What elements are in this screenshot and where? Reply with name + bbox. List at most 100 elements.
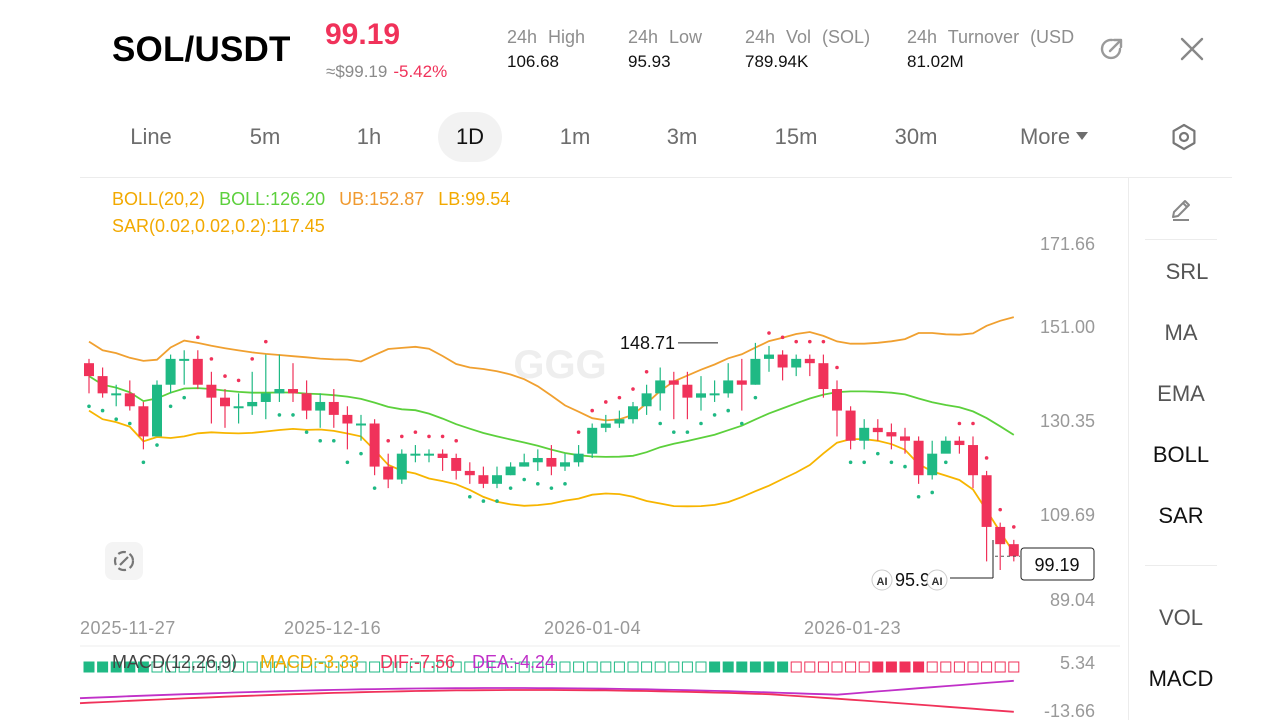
macd-histogram-bar [287, 661, 299, 673]
sar-dot [644, 370, 649, 374]
candle-body [859, 427, 870, 441]
candle-body [111, 393, 122, 396]
drawing-tool-button[interactable] [1129, 196, 1233, 230]
indicator-boll[interactable]: BOLL [1152, 442, 1210, 467]
sar-dot [590, 408, 594, 413]
indicator-srl[interactable]: SRL [1165, 259, 1209, 284]
boll-mid-line [88, 375, 1015, 458]
candle-body [342, 414, 353, 424]
sar-dot [264, 339, 268, 344]
candle-body [383, 466, 394, 480]
settings-icon[interactable] [1169, 122, 1199, 152]
stat-value: 81.02M [907, 52, 964, 71]
candle-body [696, 393, 706, 398]
fiat-price: ≈$99.19 [326, 62, 388, 81]
boll-lb-value: LB:99.54 [438, 189, 511, 209]
tab-line[interactable]: Line [130, 124, 172, 149]
ai-badge-label: AI [877, 576, 888, 588]
sar-dot [984, 456, 989, 460]
macd-histogram-bar [940, 661, 952, 673]
last-price: 99.19 [325, 18, 401, 51]
macd-histogram-bar [437, 661, 449, 673]
candle-body [981, 475, 992, 527]
macd-histogram-bar [205, 661, 217, 673]
macd-dea-line [79, 679, 1014, 700]
tab-1m[interactable]: 1m [559, 124, 591, 149]
sar-dot [508, 486, 513, 490]
candle-body [138, 406, 149, 437]
sar-dot [699, 421, 703, 426]
indicator-ma[interactable]: MA [1164, 320, 1198, 345]
sar-dot [848, 460, 853, 465]
candle-body [764, 354, 774, 359]
tab-5m[interactable]: 5m [249, 124, 281, 149]
candle-body [124, 393, 135, 407]
macd-histogram-bar [817, 661, 829, 673]
stat-value: 95.93 [628, 52, 671, 71]
macd-histogram-bar [586, 661, 598, 673]
tab-15m[interactable]: 15m [774, 124, 818, 149]
macd-histogram-bar [709, 661, 721, 673]
sar-dot [889, 460, 894, 465]
candle-body [247, 401, 258, 407]
y-axis-tick: 89.04 [1050, 590, 1095, 610]
candle-body [328, 401, 339, 415]
watermark-logo: GGG [513, 343, 606, 387]
tab-1h[interactable]: 1h [356, 124, 382, 149]
indicator-ema[interactable]: EMA [1157, 381, 1205, 406]
sar-dot [236, 378, 241, 383]
candle-body [492, 475, 502, 484]
candle-body [206, 384, 217, 398]
macd-histogram-bar [450, 661, 462, 673]
candle-body [995, 526, 1006, 545]
tab-1d[interactable]: 1D [438, 112, 502, 162]
macd-histogram-bar [355, 661, 367, 673]
candle-body [709, 393, 720, 396]
macd-histogram-bar [858, 661, 870, 673]
candle-body [220, 397, 230, 407]
price-chart[interactable]: 171.66 151.00 130.35 109.69 89.04 2025-11-27 2… [0, 178, 1128, 720]
stat-24h-high: 24h High 106.68 [507, 27, 585, 72]
timeframe-tabs: Line 5m 1h 1D 1m 3m 15m 30m More [0, 112, 1280, 164]
sar-dot [372, 486, 377, 490]
macd-histogram-bar [545, 661, 557, 673]
close-icon[interactable] [1177, 34, 1207, 64]
macd-histogram-bar [301, 661, 313, 673]
panel-divider [1145, 565, 1217, 566]
tab-30m[interactable]: 30m [894, 124, 938, 149]
macd-histogram-bar [777, 661, 789, 673]
tab-more[interactable]: More [1008, 112, 1100, 162]
share-icon[interactable] [1097, 34, 1127, 64]
macd-legend-item: DIF:-7.56 [380, 652, 455, 672]
candle-body [505, 466, 516, 476]
sar-dot [141, 460, 146, 465]
candle-body [274, 389, 285, 394]
macd-histogram-bar [477, 661, 489, 673]
tab-3m[interactable]: 3m [666, 124, 698, 149]
sar-dot [753, 395, 758, 400]
indicator-vol[interactable]: VOL [1158, 605, 1204, 630]
macd-histogram-bar [981, 661, 993, 673]
sar-dot [957, 421, 962, 426]
sar-dot [182, 395, 186, 400]
candle-body [464, 470, 475, 476]
sar-dot [712, 413, 717, 417]
candle-body [954, 440, 965, 446]
stat-value: 789.94K [745, 52, 809, 71]
macd-histogram-bar [369, 661, 381, 673]
sar-dot [944, 460, 948, 465]
macd-histogram-bar [994, 661, 1006, 673]
ai-badge-label: AI [932, 576, 943, 588]
sar-dot [672, 430, 676, 434]
macd-histogram-bar [219, 661, 231, 673]
indicator-sar[interactable]: SAR [1158, 503, 1204, 528]
macd-histogram-bar [409, 661, 421, 673]
candle-body [845, 410, 856, 441]
macd-histogram-bar [518, 661, 530, 673]
macd-histogram-bar [178, 661, 190, 673]
candle-body [301, 393, 312, 411]
indicator-panel: SRL MA EMA BOLL SAR VOL MACD [1128, 178, 1232, 720]
indicator-macd[interactable]: MACD [1148, 666, 1214, 691]
chart-tool-button[interactable] [105, 542, 143, 580]
sar-dot [223, 374, 227, 378]
